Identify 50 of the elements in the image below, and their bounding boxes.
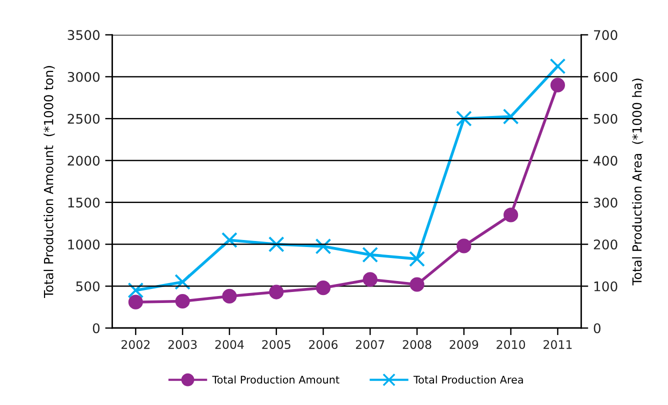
y-tick-label: 1500 xyxy=(68,198,100,208)
point xyxy=(128,282,144,298)
y-tick-label: 2500 xyxy=(68,114,100,124)
y-axis-title: Total Production Amount (*1000 ton) xyxy=(44,66,55,298)
y2-tick-label: 700 xyxy=(594,30,618,40)
x-tick-label: 2003 xyxy=(168,340,197,349)
y2-axis-title: Total Production Area (*1000 ha) xyxy=(632,78,644,286)
point xyxy=(410,277,424,292)
x-tick-label: 2011 xyxy=(544,340,572,349)
x-tick-label: 2005 xyxy=(262,340,290,349)
point xyxy=(128,294,143,310)
x-tick-label: 2002 xyxy=(122,340,150,349)
point xyxy=(315,238,332,254)
point xyxy=(502,108,519,124)
y2-tick-label: 0 xyxy=(594,323,600,334)
x-tick-label: 2006 xyxy=(309,340,338,349)
y-tick-label: 2000 xyxy=(68,156,100,166)
y2-tick-label: 400 xyxy=(594,156,618,166)
x-tick-label: 2007 xyxy=(356,340,384,349)
point xyxy=(456,110,472,127)
x-tick-label: 2004 xyxy=(215,340,244,349)
x-tick-label: 2010 xyxy=(496,340,526,349)
y-tick-label: 3000 xyxy=(68,72,100,82)
point xyxy=(269,284,284,300)
point xyxy=(316,280,331,296)
point xyxy=(221,232,238,248)
point xyxy=(409,250,426,267)
point xyxy=(175,294,190,309)
y2-tick-label: 100 xyxy=(594,281,618,292)
x-tick-label: 2009 xyxy=(450,340,478,349)
x-tick-label: 2008 xyxy=(402,340,432,349)
y-tick-label: 1000 xyxy=(68,239,100,250)
point xyxy=(222,288,237,304)
y-tick-label: 500 xyxy=(76,281,100,292)
y2-tick-label: 500 xyxy=(594,114,618,124)
y2-tick-label: 300 xyxy=(594,198,618,208)
point xyxy=(504,208,518,222)
legend-label: Total Production Amount xyxy=(212,376,340,384)
point xyxy=(362,246,378,263)
y-tick-label: 3500 xyxy=(68,30,100,40)
y2-tick-label: 200 xyxy=(594,239,618,250)
point xyxy=(174,274,191,290)
y-tick-label: 0 xyxy=(92,323,100,334)
point xyxy=(362,272,378,287)
y2-tick-label: 600 xyxy=(594,72,618,82)
point xyxy=(456,238,472,254)
point xyxy=(550,78,566,92)
point xyxy=(550,58,566,74)
legend-label: Total Production Area xyxy=(413,376,523,384)
point xyxy=(268,236,284,252)
